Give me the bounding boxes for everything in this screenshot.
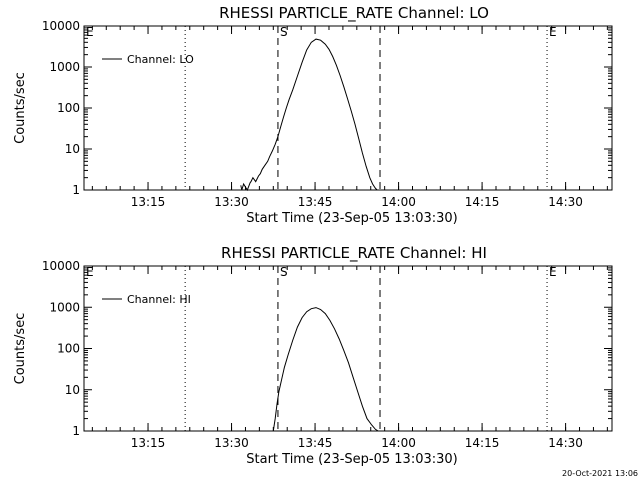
series-line (240, 38, 378, 192)
interval-marker-label: E (549, 25, 557, 39)
legend-label: Channel: LO (127, 53, 194, 66)
y-tick-label: 100 (57, 342, 80, 356)
x-tick-label: 13:30 (214, 195, 249, 209)
panel-hi: RHESSI PARTICLE_RATE Channel: HI 1 10 100 10… (13, 244, 613, 467)
x-tick-label: 14:00 (381, 436, 416, 450)
y-axis-label: Counts/sec (13, 72, 28, 144)
x-tick-label: 13:15 (131, 195, 166, 209)
x-axis-label: Start Time (23-Sep-05 13:03:30) (246, 211, 457, 226)
plot-frame (83, 265, 613, 432)
y-tick-label: 10000 (42, 19, 80, 33)
chart-title: RHESSI PARTICLE_RATE Channel: LO (219, 4, 489, 23)
y-tick-label: 1000 (49, 300, 80, 314)
interval-marker-label: S (280, 265, 288, 279)
y-tick-label: 10 (65, 383, 80, 397)
y-axis-label: Counts/sec (13, 313, 28, 385)
x-tick-label: 14:30 (548, 195, 583, 209)
interval-marker-label: E (549, 265, 557, 279)
chart-title: RHESSI PARTICLE_RATE Channel: HI (221, 244, 487, 263)
y-tick-label: 10000 (42, 259, 80, 273)
x-tick-label: 13:30 (214, 436, 249, 450)
y-tick-label: 1000 (49, 60, 80, 74)
x-tick-label: 14:15 (465, 436, 500, 450)
x-tick-label: 14:15 (465, 195, 500, 209)
y-tick-label: 10 (65, 142, 80, 156)
timestamp: 20-Oct-2021 13:06 (562, 469, 638, 478)
y-tick-label: 1 (72, 424, 80, 438)
legend-label: Channel: HI (127, 293, 191, 306)
panel-lo: RHESSI PARTICLE_RATE Channel: LO 1 10 100 10… (13, 4, 613, 226)
x-tick-label: 13:45 (298, 195, 333, 209)
interval-marker-label: S (280, 25, 288, 39)
interval-marker-label: E (86, 25, 94, 39)
series-line (272, 307, 379, 432)
x-tick-label: 14:00 (381, 195, 416, 209)
x-tick-label: 13:45 (298, 436, 333, 450)
interval-marker-label: E (86, 265, 94, 279)
x-tick-label: 14:30 (548, 436, 583, 450)
x-tick-label: 13:15 (131, 436, 166, 450)
y-tick-label: 100 (57, 101, 80, 115)
y-tick-label: 1 (72, 183, 80, 197)
plot-frame (83, 25, 613, 191)
x-axis-label: Start Time (23-Sep-05 13:03:30) (246, 452, 457, 467)
